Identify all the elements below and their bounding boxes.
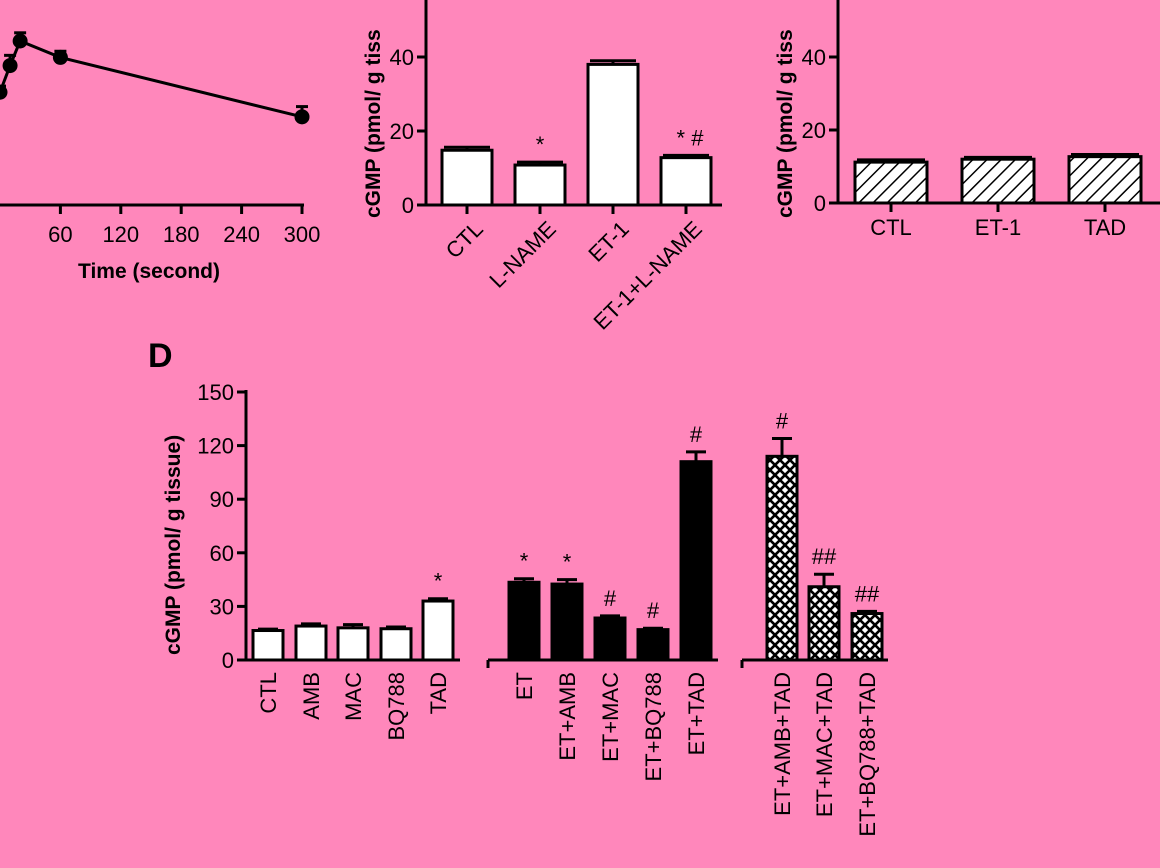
panel-d-significance-label: ##: [812, 544, 837, 569]
panel-b-y-tick-label: 20: [390, 119, 414, 144]
panel-d-bar: [336, 626, 370, 662]
panel-d-bar: [679, 460, 713, 662]
panel-c-bar: [1067, 155, 1143, 205]
panel-b-category-label: ET-1: [583, 216, 634, 267]
panel-d-category-label: ET: [512, 672, 537, 700]
panel-d-category-label: ET+BQ788+TAD: [855, 672, 880, 837]
panel-d-bar: [550, 582, 584, 662]
panel-b-bar: [513, 163, 567, 207]
panel-a-data-point: [12, 33, 28, 49]
panel-c-category-label: CTL: [870, 215, 912, 240]
panel-c: 0 20 40 CTL ET-1 TAD cGMP (pmol/ g tiss: [774, 0, 1160, 240]
panel-d-bar: [636, 628, 670, 662]
panel-d-category-label: MAC: [341, 672, 366, 721]
panel-a-x-tick-label: 300: [284, 222, 321, 247]
panel-d-y-tick-label: 150: [197, 380, 234, 405]
panel-b-bar: [659, 156, 713, 207]
panel-d-category-label: ET+MAC+TAD: [812, 672, 837, 817]
panel-c-category-label: ET-1: [975, 215, 1021, 240]
panel-b-y-tick-label: 0: [402, 193, 414, 218]
panel-a-x-axis-title: Time (second): [78, 260, 220, 283]
panel-d-bar: [421, 599, 455, 662]
panel-c-category-label: TAD: [1084, 215, 1126, 240]
panel-c-bar: [853, 160, 929, 205]
panel-d-bar: [850, 612, 884, 662]
panel-c-y-tick-label: 0: [814, 191, 826, 216]
panel-a-x-tick-label: 240: [223, 222, 260, 247]
panel-b-significance-label: * #: [677, 125, 705, 150]
panel-a-data-point: [2, 58, 18, 74]
panel-d-bar: [379, 627, 413, 662]
panel-d-y-tick-label: 120: [197, 434, 234, 459]
panel-d-category-label: ET+AMB+TAD: [770, 672, 795, 816]
panel-d-y-tick-label: 30: [210, 594, 234, 619]
panel-b-y-axis-title: cGMP (pmol/ g tiss: [362, 29, 385, 218]
panel-b-bar: [586, 62, 640, 207]
panel-d-category-label: ET+AMB: [555, 672, 580, 761]
panel-d-category-label: ET+BQ788: [641, 672, 666, 781]
panel-d-bar: [294, 624, 328, 662]
panel-a-data-point: [52, 49, 68, 65]
panel-d-category-label: ET+MAC: [598, 672, 623, 762]
panel-c-y-tick-label: 20: [802, 118, 826, 143]
panel-a-data-point: [294, 109, 310, 125]
panel-d-bar: [593, 616, 627, 662]
panel-a-data-point: [0, 84, 8, 100]
panel-b-category-label: CTL: [441, 216, 488, 263]
panel-a-x-tick-label: 180: [163, 222, 200, 247]
panel-d-category-label: TAD: [426, 672, 451, 714]
panel-d-bar: [507, 580, 541, 662]
panel-d-significance-label: *: [520, 549, 529, 574]
panel-d-category-label: ET+TAD: [684, 672, 709, 755]
panel-d-bar: [251, 629, 285, 662]
panel-d-significance-label: #: [604, 586, 617, 611]
panel-c-y-tick-label: 40: [802, 45, 826, 70]
panel-d-y-tick-label: 90: [210, 487, 234, 512]
panel-d-bar: [807, 585, 841, 662]
panel-a: 60 120 180 240 300 Time (second): [0, 31, 321, 283]
panel-d-category-label: AMB: [299, 672, 324, 720]
panel-d-category-label: CTL: [256, 672, 281, 714]
panel-d-significance-label: *: [434, 569, 443, 594]
panel-d-significance-label: #: [776, 408, 789, 433]
panel-b-significance-label: *: [536, 132, 545, 157]
panel-c-y-axis-title: cGMP (pmol/ g tiss: [774, 29, 797, 218]
panel-d-letter: D: [148, 337, 173, 375]
panel-b-category-label: L-NAME: [484, 216, 560, 292]
panel-d-significance-label: *: [563, 550, 572, 575]
panel-b-bar: [440, 148, 494, 207]
panel-b-y-tick-label: 40: [390, 45, 414, 70]
panel-a-x-tick-label: 120: [102, 222, 139, 247]
panel-d-y-tick-label: 0: [222, 648, 234, 673]
panel-d-significance-label: ##: [855, 581, 880, 606]
panel-d-y-axis-title: cGMP (pmol/ g tissue): [162, 435, 185, 655]
panel-d-category-label: BQ788: [384, 672, 409, 741]
panel-d-significance-label: #: [647, 598, 660, 623]
panel-d-significance-label: #: [690, 422, 703, 447]
panel-c-bar: [960, 157, 1036, 205]
panel-a-series-line: [0, 39, 303, 119]
panel-a-x-tick-label: 60: [48, 222, 72, 247]
panel-d-y-tick-label: 60: [210, 541, 234, 566]
panel-d-bar: [765, 454, 799, 662]
